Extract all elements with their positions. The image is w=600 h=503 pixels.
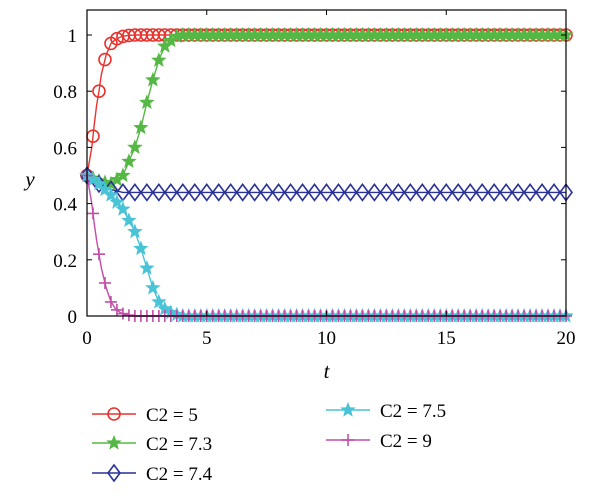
legend-marker bbox=[340, 401, 356, 417]
data-point bbox=[355, 183, 370, 202]
data-point bbox=[133, 240, 149, 256]
data-point bbox=[92, 248, 105, 261]
data-point bbox=[145, 71, 161, 87]
x-tick-label: 20 bbox=[557, 328, 576, 349]
data-point bbox=[199, 183, 214, 202]
data-point bbox=[104, 295, 117, 308]
data-point bbox=[319, 183, 334, 202]
data-point bbox=[475, 183, 490, 202]
data-point bbox=[98, 276, 111, 289]
data-point bbox=[187, 183, 202, 202]
data-point bbox=[175, 183, 190, 202]
legend-item: C2 = 7.4 bbox=[92, 463, 213, 485]
data-point bbox=[127, 223, 143, 239]
legend-marker bbox=[107, 463, 121, 483]
data-point bbox=[499, 183, 514, 202]
data-point bbox=[211, 183, 226, 202]
legend-label: C2 = 7.4 bbox=[146, 464, 213, 485]
data-point bbox=[115, 167, 131, 183]
x-tick-label: 5 bbox=[202, 328, 212, 349]
axes: 0 5 10 15 20 0 0.2 0.4 0.6 0.8 1 t y bbox=[23, 9, 576, 383]
data-point bbox=[145, 279, 161, 295]
data-point bbox=[235, 183, 250, 202]
data-point bbox=[547, 183, 562, 202]
legend-item: C2 = 7.5 bbox=[326, 401, 446, 422]
data-point bbox=[283, 183, 298, 202]
data-point bbox=[427, 183, 442, 202]
legend: C2 = 5 C2 = 7.3 C2 = 7.4 C2 = 7.5 C2 = 9 bbox=[92, 401, 446, 485]
data-point bbox=[367, 183, 382, 202]
y-tick-label: 0 bbox=[68, 307, 78, 328]
data-point bbox=[115, 201, 131, 216]
data-point bbox=[247, 183, 262, 202]
data-point bbox=[139, 260, 155, 275]
y-tick-label: 0.8 bbox=[53, 82, 77, 103]
y-tick-label: 0.2 bbox=[53, 251, 77, 272]
data-point bbox=[331, 183, 346, 202]
data-point bbox=[91, 175, 107, 191]
legend-label: C2 = 5 bbox=[146, 405, 198, 426]
data-point bbox=[523, 183, 538, 202]
data-point bbox=[439, 183, 454, 202]
series-1 bbox=[80, 28, 573, 183]
series-3 bbox=[80, 166, 573, 202]
data-point bbox=[463, 183, 478, 202]
plot-area bbox=[79, 26, 574, 323]
data-point bbox=[223, 183, 238, 202]
data-point bbox=[116, 307, 129, 320]
data-point bbox=[295, 183, 310, 202]
legend-item: C2 = 9 bbox=[326, 431, 432, 452]
data-point bbox=[415, 183, 430, 202]
data-point bbox=[127, 139, 143, 154]
x-tick-label: 10 bbox=[317, 328, 336, 349]
x-tick-label: 15 bbox=[437, 328, 456, 349]
series-line bbox=[86, 174, 566, 194]
data-point bbox=[98, 52, 112, 67]
legend-item: C2 = 5 bbox=[92, 405, 198, 426]
y-tick-label: 0.6 bbox=[53, 138, 77, 159]
data-point bbox=[151, 52, 167, 67]
data-point bbox=[535, 183, 550, 202]
x-axis-label: t bbox=[324, 359, 331, 383]
data-point bbox=[511, 183, 526, 202]
y-axis-label: y bbox=[23, 167, 35, 191]
data-point bbox=[109, 194, 125, 209]
data-point bbox=[487, 183, 502, 202]
data-point bbox=[379, 183, 394, 202]
data-point bbox=[127, 183, 142, 202]
x-tick-label: 0 bbox=[82, 328, 92, 349]
legend-label: C2 = 7.5 bbox=[380, 401, 446, 422]
data-point bbox=[271, 183, 286, 202]
data-point bbox=[103, 187, 119, 202]
y-tick-label: 1 bbox=[68, 26, 78, 47]
legend-label: C2 = 9 bbox=[380, 431, 432, 452]
data-point bbox=[163, 183, 178, 202]
data-point bbox=[139, 183, 154, 202]
data-point bbox=[259, 183, 274, 202]
data-point bbox=[86, 207, 99, 220]
legend-label: C2 = 7.3 bbox=[146, 434, 212, 455]
data-point bbox=[133, 119, 149, 135]
legend-item: C2 = 7.3 bbox=[92, 434, 212, 455]
data-point bbox=[391, 183, 406, 202]
data-point bbox=[343, 183, 358, 202]
legend-marker bbox=[342, 434, 354, 446]
data-point bbox=[92, 84, 106, 98]
legend-marker bbox=[106, 434, 122, 450]
legend-marker bbox=[107, 407, 121, 421]
data-point bbox=[151, 183, 166, 202]
data-point bbox=[121, 153, 137, 169]
data-point bbox=[151, 293, 167, 309]
series-2 bbox=[79, 26, 574, 191]
y-tick-label: 0.4 bbox=[53, 195, 77, 216]
data-point bbox=[307, 183, 322, 202]
data-point bbox=[403, 183, 418, 202]
data-point bbox=[139, 94, 155, 110]
data-point bbox=[451, 183, 466, 202]
data-point bbox=[121, 212, 137, 227]
